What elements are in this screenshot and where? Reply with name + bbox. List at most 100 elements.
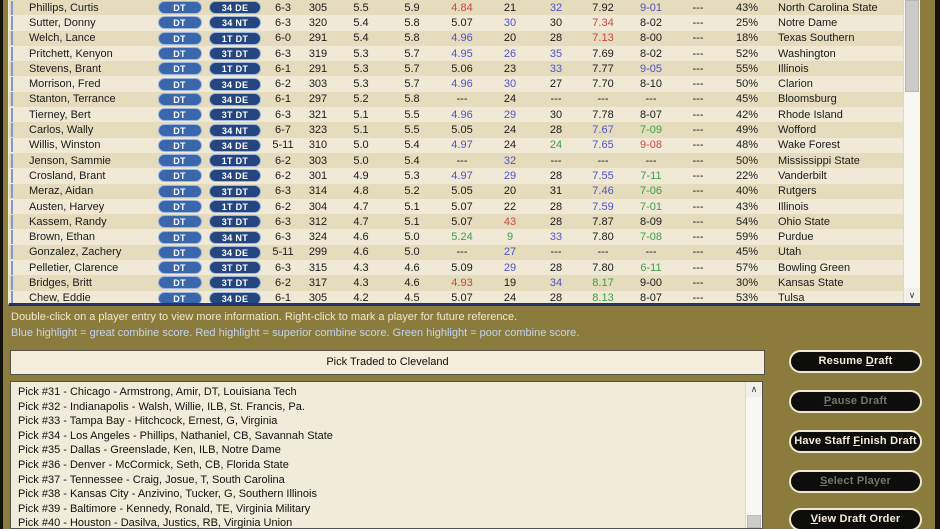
- table-row[interactable]: Pritchett, Kenyon DT 3T DT 6-3 319 5.3 5…: [9, 45, 903, 62]
- draft-log-item[interactable]: Pick #32 - Indianapolis - Walsh, Willie,…: [18, 400, 305, 413]
- draft-log-item[interactable]: Pick #34 - Los Angeles - Phillips, Natha…: [18, 429, 333, 442]
- extra-stat-cell: ---: [692, 200, 704, 213]
- player-marker-icon[interactable]: [9, 92, 29, 107]
- draft-log-scrollbar[interactable]: ∧: [745, 382, 762, 528]
- table-row[interactable]: Morrison, Fred DT 34 DE 6-2 303 5.3 5.7 …: [9, 76, 903, 92]
- player-marker-icon[interactable]: [9, 275, 29, 290]
- player-marker-icon[interactable]: [9, 153, 29, 168]
- height-cell: 6-2: [275, 154, 291, 167]
- player-marker-icon[interactable]: [9, 245, 29, 260]
- weight-cell: 304: [308, 200, 328, 213]
- table-row[interactable]: Chew, Eddie DT 34 DE 6-1 305 4.2 4.5 5.0…: [9, 290, 903, 303]
- table-row[interactable]: Bridges, Britt DT 3T DT 6-2 317 4.3 4.6 …: [9, 275, 903, 291]
- broad-jump-cell: 7-08: [639, 231, 663, 244]
- table-row[interactable]: Jenson, Sammie DT 1T DT 6-2 303 5.0 5.4 …: [9, 152, 903, 169]
- position-badge: DT: [157, 16, 202, 30]
- bench-cell: 24: [503, 93, 517, 106]
- height-cell: 6-3: [275, 261, 291, 274]
- view-draft-order-button[interactable]: View Draft Order: [789, 508, 922, 529]
- height-cell: 6-1: [275, 292, 291, 303]
- grade-low-cell: 5.3: [353, 62, 369, 75]
- draft-log-item[interactable]: Pick #31 - Chicago - Armstrong, Amir, DT…: [18, 386, 297, 398]
- table-row[interactable]: Phillips, Curtis DT 34 DE 6-3 305 5.5 5.…: [9, 0, 903, 16]
- grade-low-cell: 4.7: [353, 200, 369, 213]
- player-marker-icon[interactable]: [9, 77, 29, 92]
- draft-log-scrollbar-thumb[interactable]: [747, 515, 761, 528]
- forty-time-cell: 5.07: [451, 215, 473, 228]
- broad-jump-cell: 9-08: [639, 139, 663, 152]
- player-marker-icon[interactable]: [9, 46, 29, 61]
- table-row[interactable]: Crosland, Brant DT 34 DE 6-2 301 4.9 5.3…: [9, 168, 903, 184]
- forty-time-cell: 5.05: [451, 185, 473, 198]
- table-row[interactable]: Stanton, Terrance DT 34 DE 6-1 297 5.2 5…: [9, 91, 903, 108]
- vertical-cell: 27: [549, 78, 563, 91]
- player-marker-icon[interactable]: [9, 214, 29, 229]
- player-marker-icon[interactable]: [9, 138, 29, 153]
- agility-cell: ---: [597, 154, 609, 167]
- table-row[interactable]: Tierney, Bert DT 3T DT 6-3 321 5.1 5.5 4…: [9, 107, 903, 123]
- bench-cell: 24: [503, 292, 517, 303]
- table-row[interactable]: Meraz, Aidan DT 3T DT 6-3 314 4.8 5.2 5.…: [9, 183, 903, 199]
- player-marker-icon[interactable]: [9, 31, 29, 46]
- position-badge: DT: [157, 245, 202, 259]
- table-row[interactable]: Willis, Winston DT 34 DE 5-11 310 5.0 5.…: [9, 137, 903, 153]
- broad-jump-cell: ---: [645, 154, 657, 167]
- scroll-down-icon[interactable]: ∨: [904, 288, 920, 303]
- pause-draft-button[interactable]: Pause Draft: [789, 390, 922, 413]
- college-cell: Purdue: [778, 231, 814, 244]
- grade-high-cell: 5.8: [404, 32, 420, 45]
- player-marker-icon[interactable]: [9, 184, 29, 199]
- position-badge-cell: DT: [154, 291, 205, 303]
- college-cell: Bloomsburg: [778, 93, 837, 106]
- broad-jump-cell: ---: [645, 93, 657, 106]
- extra-stat-cell: ---: [692, 276, 704, 289]
- player-marker-icon[interactable]: [9, 123, 29, 138]
- agility-cell: 8.17: [592, 276, 614, 289]
- forty-time-cell: 5.07: [451, 292, 473, 303]
- draft-log-item[interactable]: Pick #37 - Tennessee - Craig, Josue, T, …: [18, 473, 285, 486]
- percent-cell: 45%: [735, 246, 759, 259]
- height-cell: 6-2: [275, 276, 291, 289]
- player-marker-icon[interactable]: [9, 61, 29, 76]
- player-marker-icon[interactable]: [9, 0, 29, 15]
- draft-log-item[interactable]: Pick #38 - Kansas City - Anzivino, Tucke…: [18, 488, 317, 501]
- resume-draft-button[interactable]: Resume Draft: [789, 350, 922, 373]
- table-row[interactable]: Kassem, Randy DT 3T DT 6-3 312 4.7 5.1 5…: [9, 214, 903, 230]
- weight-cell: 310: [308, 139, 328, 152]
- table-scrollbar[interactable]: ∨: [903, 0, 920, 303]
- draft-log-item[interactable]: Pick #35 - Dallas - Greenslade, Ken, ILB…: [18, 444, 281, 457]
- table-row[interactable]: Pelletier, Clarence DT 3T DT 6-3 315 4.3…: [9, 260, 903, 276]
- player-marker-icon[interactable]: [9, 15, 29, 30]
- select-player-button[interactable]: Select Player: [789, 470, 922, 493]
- table-row[interactable]: Gonzalez, Zachery DT 34 DE 5-11 299 4.6 …: [9, 244, 903, 261]
- table-row[interactable]: Welch, Lance DT 1T DT 6-0 291 5.4 5.8 4.…: [9, 30, 903, 46]
- player-marker-icon[interactable]: [9, 199, 29, 214]
- table-scrollbar-thumb[interactable]: [905, 0, 919, 92]
- draft-log-item[interactable]: Pick #40 - Houston - Dasilva, Justics, R…: [18, 517, 293, 528]
- table-row[interactable]: Stevens, Brant DT 1T DT 6-1 291 5.3 5.7 …: [9, 61, 903, 77]
- player-marker-icon[interactable]: [9, 107, 29, 122]
- player-marker-icon[interactable]: [9, 291, 29, 303]
- have-staff-finish-draft-button[interactable]: Have Staff Finish Draft: [789, 430, 922, 453]
- table-row[interactable]: Carlos, Wally DT 34 NT 6-7 323 5.1 5.5 5…: [9, 122, 903, 138]
- table-row[interactable]: Brown, Ethan DT 34 NT 6-3 324 4.6 5.0 5.…: [9, 229, 903, 245]
- player-name: Welch, Lance: [29, 32, 96, 45]
- forty-time-cell: 4.96: [451, 32, 473, 45]
- position-badge-cell: DT: [154, 184, 205, 198]
- draft-log-item[interactable]: Pick #36 - Denver - McCormick, Seth, CB,…: [18, 458, 289, 471]
- draft-log-item[interactable]: Pick #33 - Tampa Bay - Hitchcock, Ernest…: [18, 415, 278, 428]
- draft-log-item[interactable]: Pick #39 - Baltimore - Kennedy, Ronald, …: [18, 502, 311, 515]
- height-cell: 6-7: [275, 124, 291, 137]
- player-marker-icon[interactable]: [9, 230, 29, 245]
- extra-stat-cell: ---: [692, 108, 704, 121]
- player-marker-icon[interactable]: [9, 168, 29, 183]
- grade-high-cell: 5.7: [404, 62, 420, 75]
- college-cell: Rhode Island: [778, 108, 843, 121]
- table-row[interactable]: Austen, Harvey DT 1T DT 6-2 304 4.7 5.1 …: [9, 198, 903, 215]
- broad-jump-cell: 8-07: [639, 108, 663, 121]
- scroll-up-icon[interactable]: ∧: [746, 382, 762, 397]
- player-marker-icon[interactable]: [9, 260, 29, 275]
- grade-high-cell: 5.8: [404, 93, 420, 106]
- broad-jump-cell: 9-00: [639, 276, 663, 289]
- table-row[interactable]: Sutter, Donny DT 34 NT 6-3 320 5.4 5.8 5…: [9, 15, 903, 31]
